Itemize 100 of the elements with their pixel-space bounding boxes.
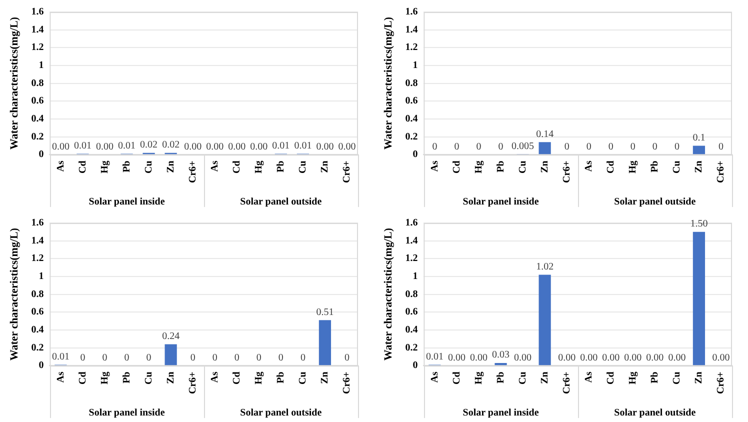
y-tick-label: 0.2 <box>405 131 418 142</box>
x-tick-label: Zn <box>539 371 550 384</box>
data-label: 0.1 <box>692 132 706 144</box>
x-tick-label: Cr6+ <box>187 371 198 394</box>
x-tick-label: Hg <box>473 372 484 384</box>
x-tick-label: Pb <box>121 160 132 172</box>
data-label: 0 <box>498 141 504 152</box>
x-tick-label: As <box>209 160 220 172</box>
text: Solar panel inside <box>88 196 166 208</box>
x-tick-label: Zn <box>320 160 331 173</box>
text: Solar panel outside <box>614 196 696 208</box>
x-tick-label: Cu <box>298 160 309 174</box>
x-tick-label: Cr6+ <box>716 160 727 183</box>
x-tick-label: Zn <box>694 371 705 384</box>
data-label: 0.02 <box>162 139 180 150</box>
data-label: 0 <box>234 352 240 364</box>
data-label: 0 <box>432 141 438 152</box>
data-label: 0.01 <box>294 140 312 152</box>
y-tick-label: 1.2 <box>31 253 44 264</box>
bar <box>538 274 551 366</box>
data-label: 0 <box>190 352 196 364</box>
text: Solar panel inside <box>462 196 540 208</box>
y-tick-label: 1 <box>412 271 418 282</box>
text: Solar panel inside <box>88 408 166 419</box>
text: Solar panel outside <box>614 408 696 419</box>
data-label: 0.00 <box>668 352 686 364</box>
data-label: 0.00 <box>96 141 114 152</box>
data-label: 0 <box>454 141 460 152</box>
y-tick-label: 0 <box>38 360 44 372</box>
data-label: 0 <box>300 352 306 364</box>
data-label: 0.00 <box>206 141 224 152</box>
data-label: 1.50 <box>690 218 708 230</box>
data-label: 0.00 <box>184 141 202 152</box>
data-label: 0.00 <box>470 352 488 364</box>
data-label: 0 <box>344 352 350 364</box>
data-label: 0 <box>564 141 570 152</box>
y-tick-label: 0 <box>38 149 44 160</box>
data-label: 0.00 <box>448 352 466 364</box>
y-tick-label: 1.2 <box>405 42 418 54</box>
data-label: 0.14 <box>536 128 554 140</box>
x-tick-label: Cd <box>231 371 242 384</box>
y-tick-label: 1.2 <box>31 42 44 54</box>
x-tick-label: Pb <box>495 371 506 384</box>
data-label: 0.00 <box>712 352 730 364</box>
x-tick-label: Pb <box>650 160 661 172</box>
y-tick-label: 0.6 <box>405 306 418 318</box>
y-tick-label: 0.2 <box>31 342 44 354</box>
y-tick-label: 0.8 <box>405 288 418 300</box>
data-label: 0.005 <box>512 140 534 152</box>
x-tick-label: Cd <box>77 371 88 384</box>
data-label: 0.03 <box>492 350 510 361</box>
x-tick-label: Zn <box>539 160 550 173</box>
data-label: 0.00 <box>228 141 246 152</box>
x-tick-label: Cd <box>605 371 616 384</box>
y-tick-label: 0.6 <box>31 96 44 107</box>
x-tick-label: Cr6+ <box>342 160 353 183</box>
x-tick-label: Cd <box>605 160 616 174</box>
bar <box>692 232 706 366</box>
data-label: 0.00 <box>602 352 620 364</box>
data-label: 1.02 <box>536 261 554 272</box>
x-tick-label: Cu <box>143 160 154 174</box>
x-tick-label: As <box>55 160 66 172</box>
x-tick-label: Hg <box>253 372 264 384</box>
y-tick-label: 1.4 <box>405 235 418 246</box>
x-tick-label: Zn <box>165 371 176 384</box>
data-label: 0 <box>652 141 658 152</box>
bar <box>494 362 507 366</box>
data-label: 0.01 <box>52 351 70 362</box>
y-tick-label: 0.4 <box>31 114 44 125</box>
y-axis-title: Water characteristics(mg/L) <box>8 16 20 150</box>
data-label: 0.00 <box>250 141 268 152</box>
x-tick-label: Hg <box>99 372 110 384</box>
data-label: 0 <box>102 352 108 364</box>
data-label: 0.00 <box>646 352 664 364</box>
data-label: 0.01 <box>272 140 290 152</box>
y-tick-label: 0.8 <box>31 288 44 300</box>
bar <box>692 146 706 154</box>
y-tick-label: 0.4 <box>405 324 418 336</box>
y-tick-label: 0.8 <box>31 78 44 89</box>
text: Solar panel inside <box>462 408 540 419</box>
data-label: 0 <box>674 141 680 152</box>
data-label: 0 <box>256 352 262 364</box>
x-tick-label: Hg <box>627 372 638 384</box>
x-tick-label: Cu <box>672 371 683 384</box>
x-tick-label: Cd <box>451 371 462 384</box>
y-tick-label: 0.6 <box>405 96 418 107</box>
x-tick-label: Cr6+ <box>342 371 353 394</box>
y-tick-label: 0 <box>412 149 418 160</box>
y-axis-title: Water characteristics(mg/L) <box>8 228 20 361</box>
x-tick-label: Cr6+ <box>561 371 572 394</box>
data-label: 0 <box>476 141 482 152</box>
data-label: 0.01 <box>118 140 136 152</box>
data-label: 0 <box>608 141 614 152</box>
x-tick-label: Cu <box>517 371 528 384</box>
x-tick-label: Zn <box>320 371 331 384</box>
data-label: 0.02 <box>140 139 158 150</box>
x-tick-label: As <box>209 372 220 383</box>
x-tick-label: Pb <box>495 160 506 172</box>
x-tick-label: Cu <box>143 371 154 384</box>
data-label: 0.01 <box>74 140 92 152</box>
